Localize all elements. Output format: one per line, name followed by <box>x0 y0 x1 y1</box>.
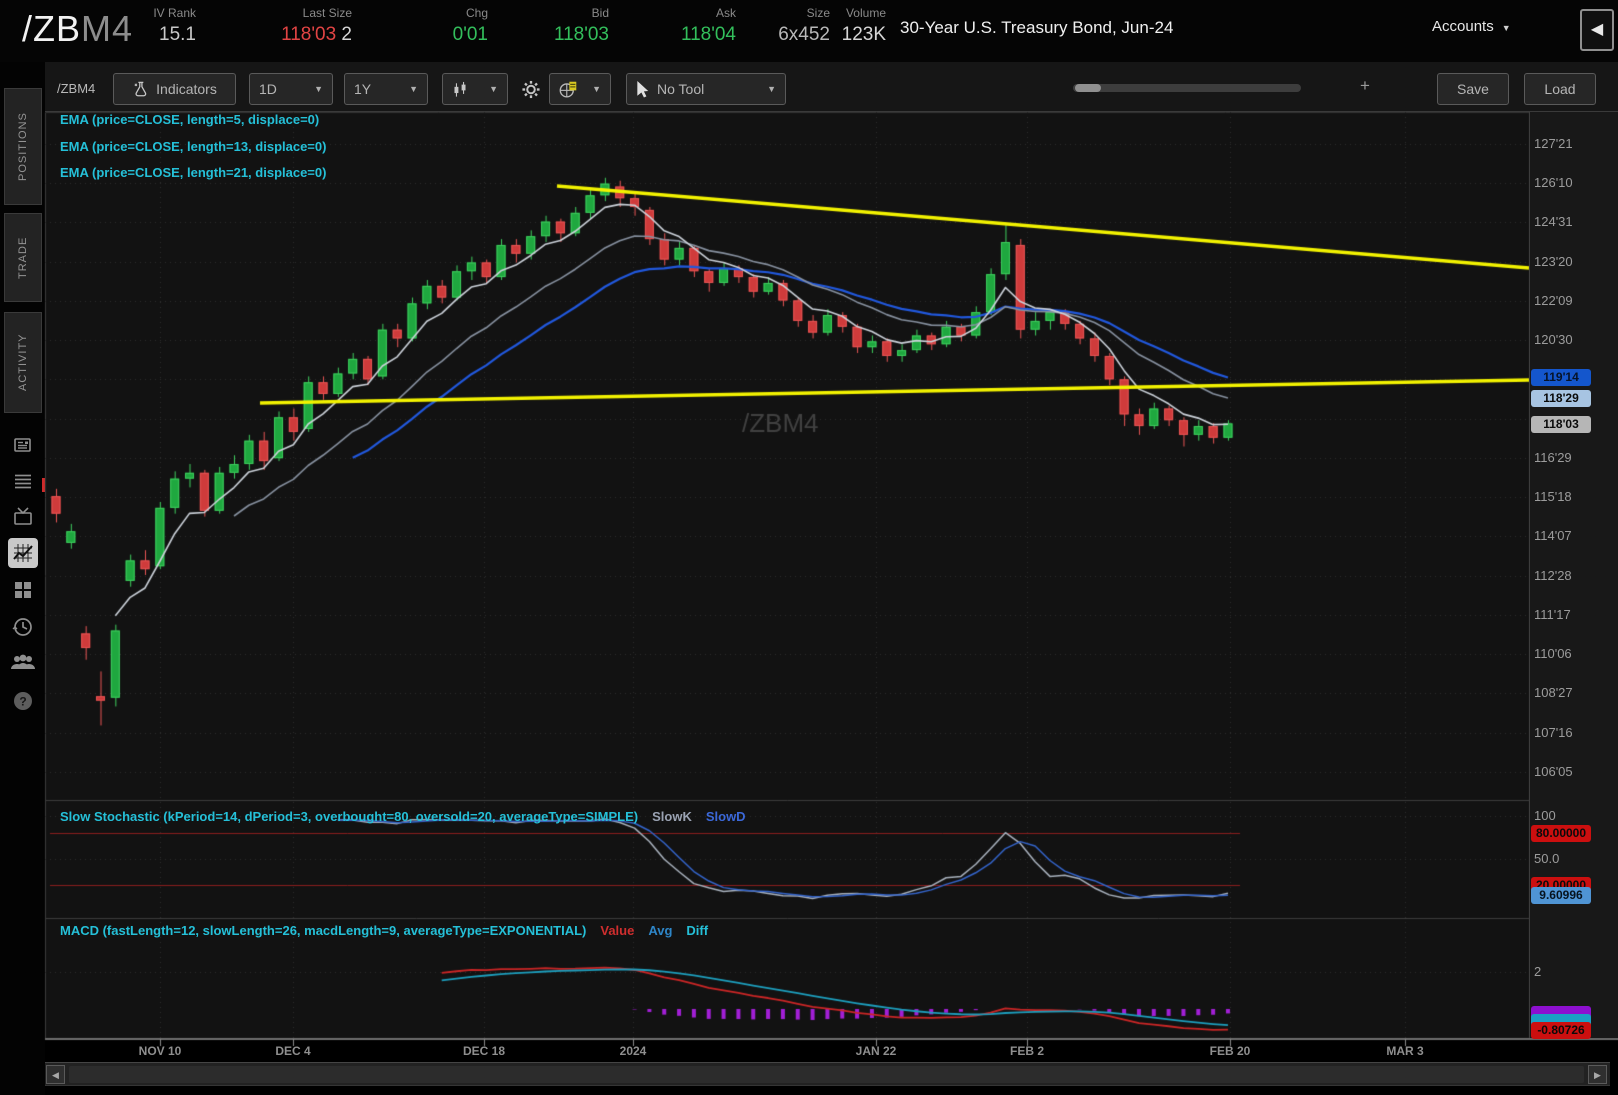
price-axis-label: 115'18 <box>1534 489 1572 504</box>
price-axis-label: 124'31 <box>1534 214 1573 229</box>
price-axis-label: 116'29 <box>1534 450 1572 465</box>
ema5-study-label: EMA (price=CLOSE, length=5, displace=0) <box>60 112 320 127</box>
last-price-bubble: 118'03 <box>1531 416 1591 433</box>
time-axis-label: MAR 3 <box>1386 1044 1424 1058</box>
macd-value-bubble: -0.80726 <box>1531 1022 1591 1039</box>
price-axis-label: 122'09 <box>1534 293 1573 308</box>
legend-item: Avg <box>648 923 673 938</box>
stoch-slowd-bubble: 9.60996 <box>1531 887 1591 904</box>
time-axis-label: DEC 4 <box>275 1044 311 1058</box>
price-axis-label: 107'16 <box>1534 725 1573 740</box>
macd-axis-label: 2 <box>1534 964 1542 979</box>
stoch-axis-label: 50.0 <box>1534 851 1560 866</box>
stoch-axis-label: 100 <box>1534 808 1556 823</box>
macd-legend: Value Avg Diff <box>586 923 708 938</box>
price-axis-label: 114'07 <box>1534 528 1572 543</box>
price-axis-label: 123'20 <box>1534 254 1573 269</box>
ema21-price-bubble: 119'14 <box>1531 369 1591 386</box>
legend-item: SlowK <box>652 809 692 824</box>
price-axis-label: 110'06 <box>1534 646 1572 661</box>
price-axis-label: 120'30 <box>1534 332 1573 347</box>
time-axis-label: FEB 20 <box>1209 1044 1251 1058</box>
triangle-right-icon: ▶ <box>1594 1070 1601 1080</box>
price-axis-label: 106'05 <box>1534 764 1573 779</box>
time-axis-label: DEC 18 <box>462 1044 506 1058</box>
price-axis-label: 112'28 <box>1534 568 1572 583</box>
macd-label-text: MACD (fastLength=12, slowLength=26, macd… <box>60 923 587 938</box>
stoch-overbought-bubble: 80.00000 <box>1531 825 1591 842</box>
scrollbar-thumb[interactable] <box>69 1066 1584 1083</box>
stochastic-study-label: Slow Stochastic (kPeriod=14, dPeriod=3, … <box>60 809 746 824</box>
stochastic-label-text: Slow Stochastic (kPeriod=14, dPeriod=3, … <box>60 809 639 824</box>
stochastic-legend: SlowK SlowD <box>638 809 745 824</box>
price-axis-label: 127'21 <box>1534 136 1573 151</box>
time-axis-label: JAN 22 <box>855 1044 897 1058</box>
scroll-right-button[interactable]: ▶ <box>1588 1065 1607 1084</box>
time-axis-label: FEB 2 <box>1009 1044 1045 1058</box>
ema21-study-label: EMA (price=CLOSE, length=21, displace=0) <box>60 165 327 180</box>
time-axis-label: 2024 <box>619 1044 647 1058</box>
time-axis-label: NOV 10 <box>138 1044 182 1058</box>
ema13-study-label: EMA (price=CLOSE, length=13, displace=0) <box>60 139 327 154</box>
price-axis-label: 126'10 <box>1534 175 1573 190</box>
triangle-left-icon: ◀ <box>52 1070 59 1080</box>
price-axis-label: 108'27 <box>1534 685 1573 700</box>
legend-item: Diff <box>686 923 709 938</box>
legend-item: Value <box>600 923 635 938</box>
scroll-left-button[interactable]: ◀ <box>46 1065 65 1084</box>
ema13-price-bubble: 118'29 <box>1531 390 1591 407</box>
legend-item: SlowD <box>705 809 746 824</box>
macd-study-label: MACD (fastLength=12, slowLength=26, macd… <box>60 923 708 938</box>
price-axis-label: 111'17 <box>1534 607 1571 622</box>
horizontal-scrollbar[interactable]: ◀ ▶ <box>45 1062 1610 1086</box>
